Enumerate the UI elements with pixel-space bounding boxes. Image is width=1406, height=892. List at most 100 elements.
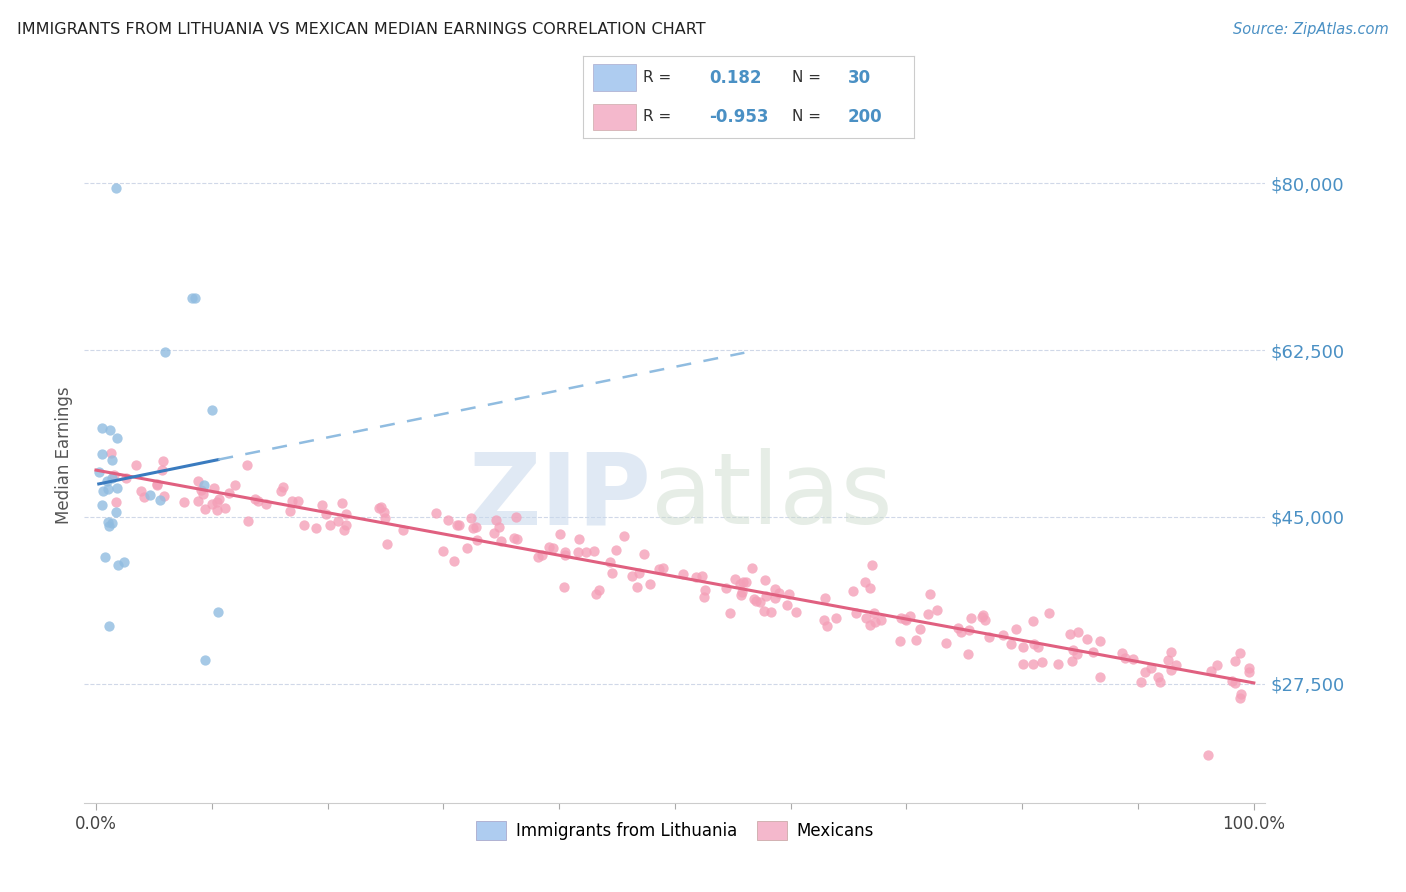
Point <box>93 483 115 498</box>
Text: N =: N = <box>792 70 821 85</box>
Point <box>1157 652 1180 666</box>
Point <box>205 494 228 508</box>
Point <box>763 582 786 597</box>
Point <box>652 561 675 575</box>
Point <box>505 509 527 524</box>
Point <box>585 587 607 601</box>
Point <box>482 526 505 541</box>
Point <box>90 421 112 435</box>
Text: ZIP: ZIP <box>468 448 651 545</box>
Point <box>862 606 884 620</box>
Point <box>207 503 229 517</box>
Point <box>1046 657 1069 671</box>
Point <box>825 610 848 624</box>
Point <box>1237 665 1260 680</box>
Point <box>973 613 995 627</box>
Point <box>920 587 942 601</box>
Point <box>287 493 309 508</box>
Point <box>548 527 571 541</box>
Point <box>730 588 752 602</box>
Point <box>208 491 231 506</box>
Point <box>889 633 911 648</box>
Point <box>1164 658 1187 673</box>
Point <box>150 463 173 477</box>
FancyBboxPatch shape <box>593 103 637 130</box>
Point <box>319 517 342 532</box>
Point <box>236 458 259 473</box>
Point <box>1239 661 1261 675</box>
Point <box>281 493 304 508</box>
Point <box>218 486 240 500</box>
Point <box>908 622 931 636</box>
Point <box>236 514 259 528</box>
Point <box>1004 623 1026 637</box>
Point <box>979 631 1001 645</box>
Point <box>204 481 226 495</box>
Point <box>146 478 169 492</box>
Point <box>526 550 548 565</box>
Point <box>107 558 129 572</box>
Point <box>105 505 128 519</box>
Legend: Immigrants from Lithuania, Mexicans: Immigrants from Lithuania, Mexicans <box>468 814 882 847</box>
Point <box>845 606 868 620</box>
Point <box>173 495 195 509</box>
Point <box>292 518 315 533</box>
Point <box>103 468 125 483</box>
Point <box>425 506 447 520</box>
Point <box>745 594 768 608</box>
Point <box>246 494 269 508</box>
Point <box>1022 615 1045 629</box>
Point <box>1012 640 1035 655</box>
Point <box>1081 645 1104 659</box>
Point <box>183 291 205 305</box>
Point <box>187 494 209 508</box>
Point <box>1223 654 1246 668</box>
Point <box>270 484 292 499</box>
Point <box>894 612 917 626</box>
Point <box>1122 651 1144 665</box>
Point <box>776 598 799 612</box>
Point <box>153 344 176 359</box>
Point <box>870 613 893 627</box>
Point <box>1197 748 1219 763</box>
Point <box>957 647 980 661</box>
Point <box>125 458 148 473</box>
Point <box>1149 674 1171 689</box>
Point <box>485 513 508 527</box>
Point <box>332 523 354 537</box>
Point <box>1229 646 1251 660</box>
Point <box>842 583 865 598</box>
Point <box>1012 657 1035 671</box>
Point <box>464 520 486 534</box>
Point <box>98 518 121 533</box>
Point <box>1088 633 1111 648</box>
Point <box>991 628 1014 642</box>
Point <box>190 483 212 497</box>
Point <box>97 483 120 497</box>
Point <box>374 510 396 524</box>
Point <box>193 477 215 491</box>
Point <box>605 543 627 558</box>
Point <box>447 517 470 532</box>
Point <box>543 541 565 555</box>
Point <box>1088 670 1111 684</box>
Point <box>373 505 395 519</box>
Point <box>690 569 713 583</box>
Point <box>100 445 122 459</box>
Point <box>315 508 337 522</box>
Text: IMMIGRANTS FROM LITHUANIA VS MEXICAN MEDIAN EARNINGS CORRELATION CHART: IMMIGRANTS FROM LITHUANIA VS MEXICAN MED… <box>17 22 706 37</box>
Point <box>1139 661 1161 675</box>
Point <box>1031 655 1053 669</box>
Point <box>97 516 120 530</box>
Point <box>1114 650 1136 665</box>
Point <box>638 577 661 591</box>
FancyBboxPatch shape <box>593 64 637 91</box>
Point <box>1076 632 1098 646</box>
Point <box>672 566 695 581</box>
Text: -0.953: -0.953 <box>709 108 769 126</box>
Point <box>814 591 837 605</box>
Point <box>1147 670 1170 684</box>
Point <box>925 603 948 617</box>
Point <box>855 610 877 624</box>
Point <box>187 474 209 488</box>
